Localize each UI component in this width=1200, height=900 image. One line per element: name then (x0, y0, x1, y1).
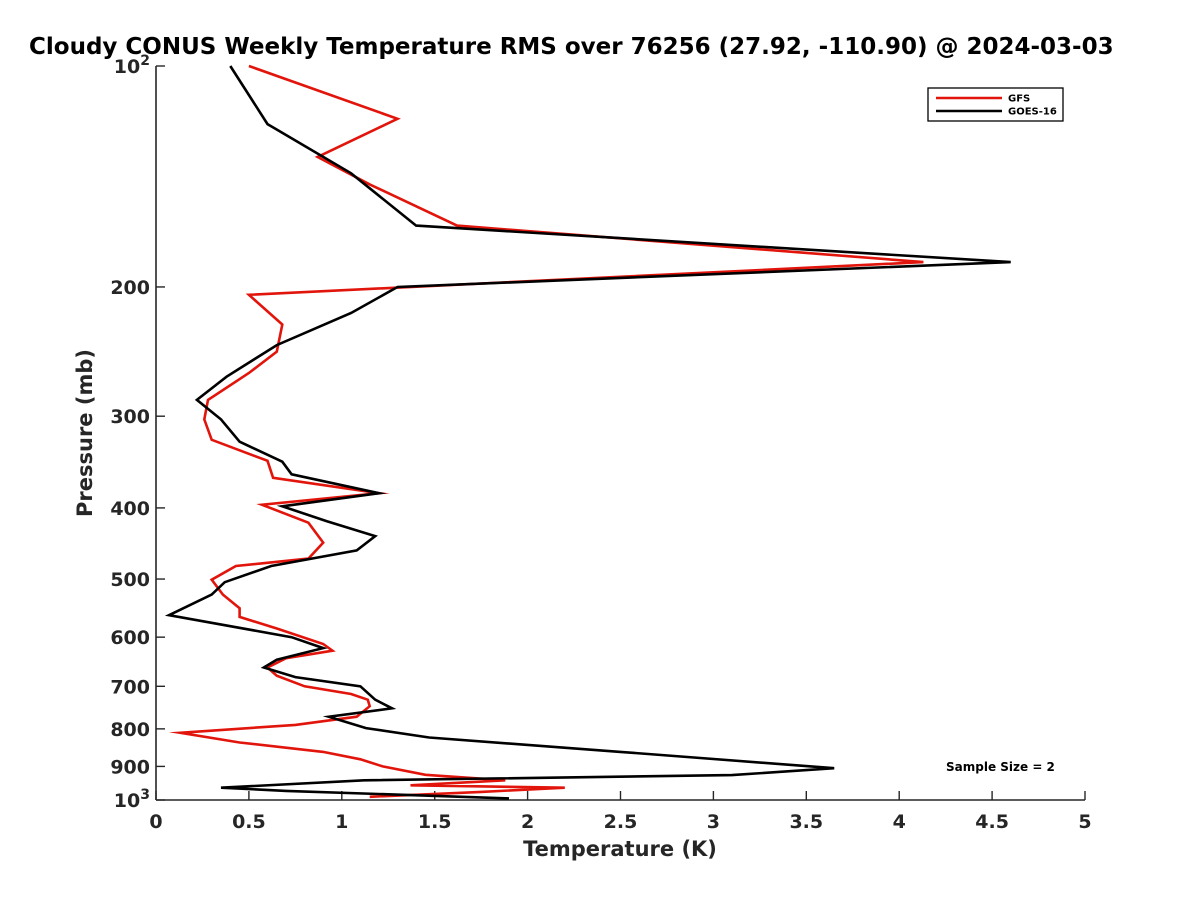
y-tick-exponent: 3 (140, 787, 150, 803)
y-tick-label: 103 (114, 787, 150, 812)
y-tick-label: 400 (110, 498, 150, 520)
y-tick-base: 10 (114, 56, 140, 78)
y-tick-label: 300 (110, 406, 150, 428)
y-tick-label: 200 (110, 277, 150, 299)
y-tick-label: 500 (110, 569, 150, 591)
x-axis-label: Temperature (K) (523, 837, 717, 861)
y-tick-base: 700 (110, 676, 150, 698)
y-tick-base: 900 (110, 756, 150, 778)
y-tick-base: 500 (110, 569, 150, 591)
y-tick-base: 400 (110, 498, 150, 520)
legend-label-gfs: GFS (1008, 94, 1030, 105)
y-tick-label: 600 (110, 627, 150, 649)
legend-label-goes-16: GOES-16 (1008, 107, 1057, 118)
x-tick-label: 0 (149, 811, 162, 833)
x-tick-label: 2 (521, 811, 534, 833)
series-line-gfs (168, 64, 924, 799)
chart-title: Cloudy CONUS Weekly Temperature RMS over… (29, 34, 1114, 60)
x-tick-label: 3 (707, 811, 720, 833)
y-axis-label: Pressure (mb) (73, 349, 97, 517)
y-tick-label: 800 (110, 719, 150, 741)
y-tick-exponent: 2 (140, 53, 150, 69)
x-tick-label: 4 (893, 811, 906, 833)
y-tick-base: 300 (110, 406, 150, 428)
legend: GFS GOES-16 (927, 87, 1064, 122)
y-tick-base: 800 (110, 719, 150, 741)
x-tick-label: 5 (1078, 811, 1091, 833)
series-line-goes-16 (164, 65, 1011, 800)
legend-box (927, 87, 1064, 122)
y-tick-base: 600 (110, 627, 150, 649)
x-tick-label: 3.5 (789, 811, 823, 833)
x-tick-label: 4.5 (975, 811, 1009, 833)
y-tick-base: 10 (114, 790, 140, 812)
x-tick-label: 0.5 (232, 811, 266, 833)
plot-area (164, 64, 1011, 800)
y-tick-label: 700 (110, 676, 150, 698)
axes: 0 0.5 1 1.5 2 2.5 3 3.5 4 4.5 51022003004005006007… (110, 53, 1091, 833)
sample-size-annotation: Sample Size = 2 (946, 760, 1055, 774)
x-tick-label: 1.5 (418, 811, 452, 833)
x-tick-label: 2.5 (604, 811, 638, 833)
y-tick-base: 200 (110, 277, 150, 299)
x-tick-label: 1 (335, 811, 348, 833)
y-tick-label: 900 (110, 756, 150, 778)
y-tick-label: 102 (114, 53, 150, 78)
